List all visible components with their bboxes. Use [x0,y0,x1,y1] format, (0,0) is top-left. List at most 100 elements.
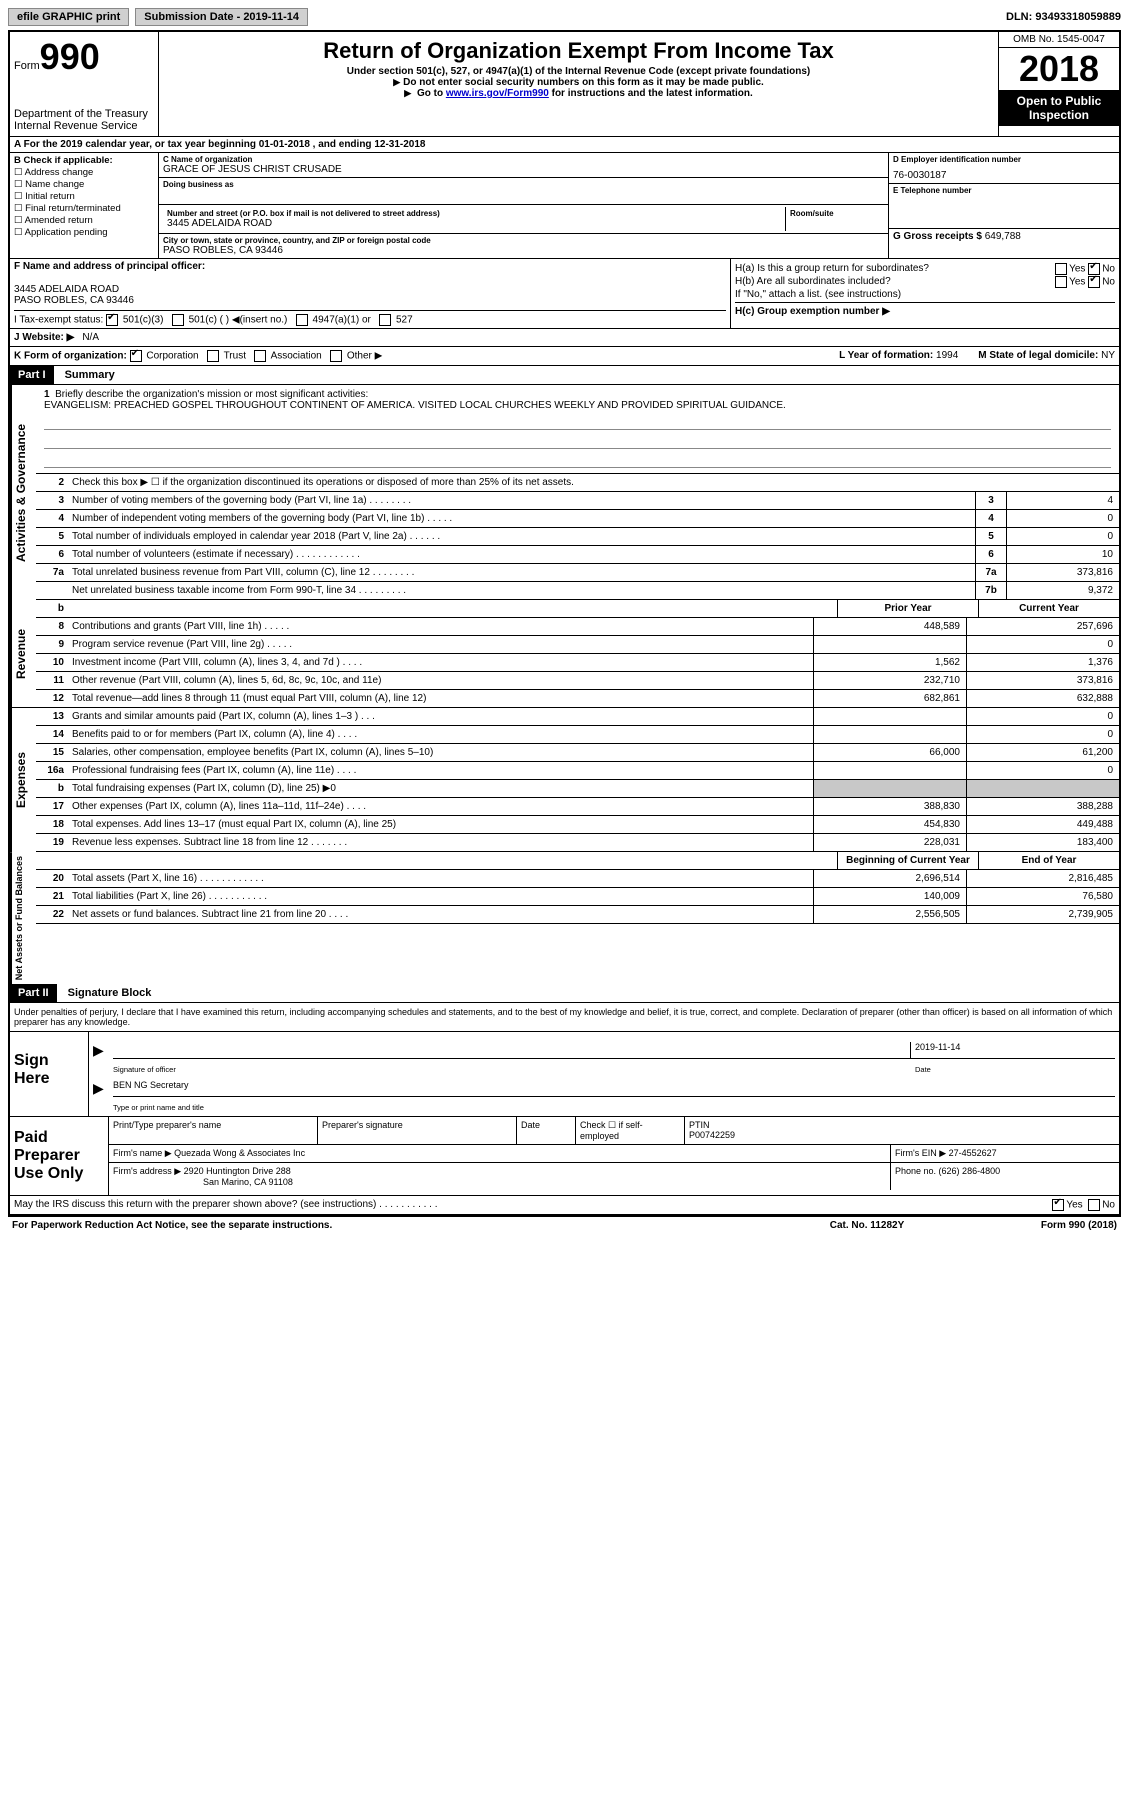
cb-initial-return[interactable]: ☐ Initial return [14,191,154,202]
year-block: OMB No. 1545-0047 2018 Open to Public In… [999,32,1119,136]
signature-field[interactable] [113,1042,910,1059]
cb-final-return[interactable]: ☐ Final return/terminated [14,203,154,214]
firm-name: Quezada Wong & Associates Inc [174,1148,305,1158]
dln: DLN: 93493318059889 [1006,11,1121,23]
preparer-date-label: Date [517,1117,576,1144]
cb-amended-return[interactable]: ☐ Amended return [14,215,154,226]
mission-text: EVANGELISM: PREACHED GOSPEL THROUGHOUT C… [44,400,786,411]
side-label-expenses: Expenses [10,708,36,852]
summary-line: 5 Total number of individuals employed i… [36,528,1119,546]
hc-label: H(c) Group exemption number ▶ [735,306,890,317]
sub3a: Go to [417,88,446,99]
row-a-tax-year: A For the 2019 calendar year, or tax yea… [10,137,1119,153]
group-return-block: H(a) Is this a group return for subordin… [731,259,1119,328]
omb-number: OMB No. 1545-0047 [999,32,1119,48]
cb-association[interactable] [254,350,266,362]
org-name-label: C Name of organization [163,155,884,164]
phone-label: Phone no. [895,1166,939,1176]
cb-name-change[interactable]: ☐ Name change [14,179,154,190]
cb-501c3[interactable] [106,314,118,326]
mission-block: 1 Briefly describe the organization's mi… [36,385,1119,474]
city-label: City or town, state or province, country… [163,236,884,245]
financial-line: 10 Investment income (Part VIII, column … [36,654,1119,672]
cb-application-pending[interactable]: ☐ Application pending [14,227,154,238]
tax-year: 2018 [999,48,1119,90]
side-label-net-assets: Net Assets or Fund Balances [10,852,36,984]
topbar: efile GRAPHIC print Submission Date - 20… [8,8,1121,26]
hb-yes[interactable] [1055,276,1067,288]
cb-other[interactable] [330,350,342,362]
paid-preparer-label: Paid Preparer Use Only [10,1117,109,1195]
cb-501c[interactable] [172,314,184,326]
side-label-revenue: Revenue [10,600,36,708]
sign-here-label: Sign Here [10,1032,89,1116]
dba-label: Doing business as [163,180,884,189]
firm-addr1: 2920 Huntington Drive 288 [184,1166,291,1176]
ptin-value: P00742259 [689,1130,735,1140]
efile-print-button[interactable]: efile GRAPHIC print [8,8,129,26]
financial-line: 14 Benefits paid to or for members (Part… [36,726,1119,744]
subtitle-2: Do not enter social security numbers on … [163,77,994,88]
cb-address-change[interactable]: ☐ Address change [14,167,154,178]
gross-receipts-value: 649,788 [985,231,1021,242]
col-c-entity: C Name of organization GRACE OF JESUS CH… [159,153,889,258]
preparer-name-label: Print/Type preparer's name [109,1117,318,1144]
website-value: N/A [82,332,99,343]
part-ii-header: Part II [10,984,57,1002]
financial-line: 21 Total liabilities (Part X, line 26) .… [36,888,1119,906]
dept-treasury: Department of the Treasury [14,108,154,120]
signature-label: Signature of officer [113,1065,911,1074]
summary-line: 6 Total number of volunteers (estimate i… [36,546,1119,564]
prior-year-header: Prior Year [837,600,978,617]
summary-line: Net unrelated business taxable income fr… [36,582,1119,600]
financial-line: 11 Other revenue (Part VIII, column (A),… [36,672,1119,690]
financial-line: 16a Professional fundraising fees (Part … [36,762,1119,780]
hb-note: If "No," attach a list. (see instruction… [735,289,1115,300]
phone-value: (626) 286-4800 [939,1166,1001,1176]
street-label: Number and street (or P.O. box if mail i… [167,209,781,218]
gross-receipts-label: G Gross receipts $ [893,231,985,242]
city-state-zip: PASO ROBLES, CA 93446 [163,245,884,256]
financial-line: 15 Salaries, other compensation, employe… [36,744,1119,762]
self-employed-check[interactable]: Check ☐ if self-employed [576,1117,685,1144]
tax-exempt-label: I Tax-exempt status: [14,315,103,326]
cat-number: Cat. No. 11282Y [767,1220,967,1231]
line-2-text: Check this box ▶ ☐ if the organization d… [68,474,1119,491]
form-number: 990 [40,36,100,77]
hb-no[interactable] [1088,276,1100,288]
financial-line: 20 Total assets (Part X, line 16) . . . … [36,870,1119,888]
form990-link[interactable]: www.irs.gov/Form990 [446,88,549,99]
firm-name-label: Firm's name ▶ [113,1148,174,1158]
part-ii-title: Signature Block [60,984,160,1002]
state-domicile: NY [1101,350,1115,361]
financial-line: 22 Net assets or fund balances. Subtract… [36,906,1119,924]
col-b-header: B Check if applicable: [14,155,113,166]
form-id-block: Form990 Department of the Treasury Inter… [10,32,159,136]
cb-527[interactable] [379,314,391,326]
discuss-no[interactable] [1088,1199,1100,1211]
col-d: D Employer identification number 76-0030… [889,153,1119,258]
date-label: Date [911,1065,1115,1074]
firm-ein-label: Firm's EIN ▶ [895,1148,949,1158]
discuss-preparer-text: May the IRS discuss this return with the… [14,1199,1052,1211]
cb-4947[interactable] [296,314,308,326]
arrow-icon: ▶ [93,1080,113,1097]
financial-line: 17 Other expenses (Part IX, column (A), … [36,798,1119,816]
financial-line: 12 Total revenue—add lines 8 through 11 … [36,690,1119,708]
discuss-yes[interactable] [1052,1199,1064,1211]
firm-ein: 27-4552627 [949,1148,997,1158]
year-formation: 1994 [936,350,958,361]
form-990: Form990 Department of the Treasury Inter… [8,30,1121,1217]
cb-corporation[interactable] [130,350,142,362]
summary-line: 3 Number of voting members of the govern… [36,492,1119,510]
form-prefix: Form [14,60,40,72]
title-block: Return of Organization Exempt From Incom… [159,32,999,136]
ha-yes[interactable] [1055,263,1067,275]
officer-block: F Name and address of principal officer:… [10,259,731,328]
l-label: L Year of formation: [839,350,936,361]
room-suite-label: Room/suite [786,207,884,231]
officer-addr1: 3445 ADELAIDA ROAD [14,284,726,295]
cb-trust[interactable] [207,350,219,362]
m-label: M State of legal domicile: [978,350,1101,361]
telephone-label: E Telephone number [893,186,1115,195]
